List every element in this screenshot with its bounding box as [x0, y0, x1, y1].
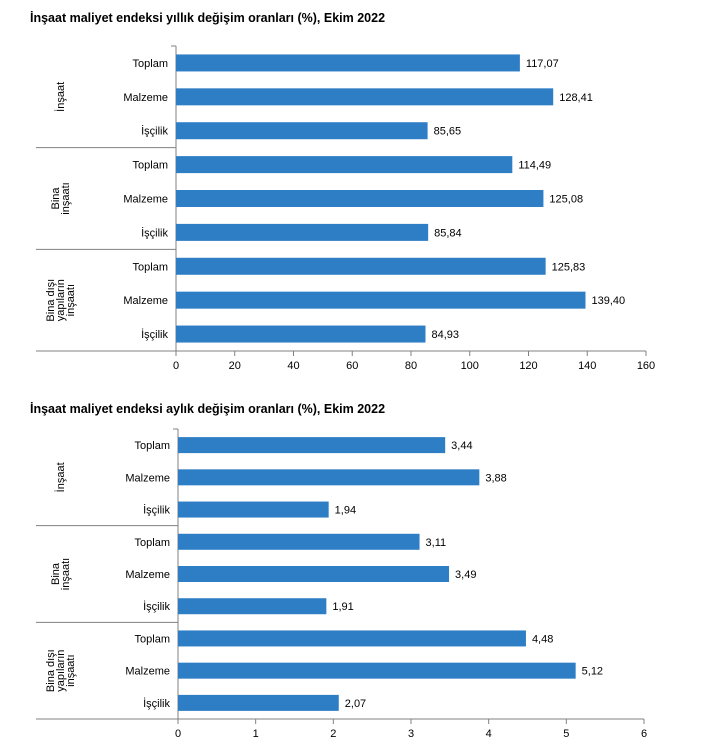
x-tick-label: 60: [346, 360, 358, 372]
data-label: 1,94: [335, 505, 356, 517]
group-label-bina-disi-yapilarin-insaati: Bina dışıyapılarıninşaatı: [45, 279, 77, 322]
x-tick-label: 40: [287, 360, 299, 372]
bar-malzeme: [178, 566, 450, 582]
x-tick-label: 2: [330, 728, 336, 740]
data-label: 3,44: [451, 440, 472, 452]
group-label-line: İnşaat: [54, 82, 67, 112]
group-label-line: yapıların: [55, 650, 67, 692]
group-label-insaat: İnşaat: [54, 462, 67, 492]
bar-iscilik: [178, 598, 327, 615]
data-label: 5,12: [582, 666, 603, 678]
data-label: 139,40: [591, 295, 625, 307]
data-label: 4,48: [532, 633, 553, 645]
x-tick-label: 20: [229, 360, 241, 372]
x-tick-label: 120: [519, 360, 537, 372]
category-label-malzeme: Malzeme: [123, 194, 168, 206]
bar-toplam: [176, 156, 513, 174]
group-label-line: yapıların: [55, 279, 67, 321]
category-label-malzeme: Malzeme: [123, 295, 168, 307]
data-label: 2,07: [345, 698, 366, 710]
x-tick-label: 6: [641, 728, 647, 740]
bar-malzeme: [178, 662, 576, 679]
group-label-line: Bina dışı: [45, 649, 57, 692]
bar-iscilik: [178, 694, 339, 711]
data-label: 3,11: [426, 537, 447, 549]
group-label-line: Bina: [50, 187, 62, 210]
x-tick-label: 80: [405, 360, 417, 372]
data-label: 85,84: [434, 227, 462, 239]
data-label: 125,08: [549, 194, 583, 206]
category-label-iscilik: İşçilik: [141, 328, 168, 341]
bar-toplam: [176, 257, 546, 275]
bar-malzeme: [178, 469, 480, 486]
category-label-iscilik: İşçilik: [143, 600, 170, 613]
data-label: 117,07: [526, 58, 559, 70]
data-label: 85,65: [434, 126, 462, 138]
x-tick-label: 0: [175, 728, 181, 740]
category-label-iscilik: İşçilik: [141, 125, 168, 138]
x-tick-label: 1: [253, 728, 259, 740]
bar-toplam: [178, 630, 526, 647]
bar-iscilik: [178, 501, 329, 518]
category-label-toplam: Toplam: [133, 261, 168, 273]
group-label-bina-insaati: Binainşaatı: [50, 182, 72, 214]
bar-malzeme: [176, 88, 554, 106]
bar-toplam: [178, 437, 446, 454]
category-label-toplam: Toplam: [135, 633, 170, 645]
group-label-line: inşaatı: [65, 284, 77, 316]
x-tick-label: 4: [486, 728, 492, 740]
bar-iscilik: [176, 223, 429, 241]
group-label-line: inşaatı: [65, 654, 77, 686]
x-tick-label: 0: [173, 360, 179, 372]
data-label: 3,88: [485, 472, 506, 484]
group-label-line: Bina dışı: [45, 279, 57, 322]
data-label: 1,91: [332, 601, 353, 613]
bar-toplam: [176, 54, 520, 72]
bar-iscilik: [176, 325, 426, 343]
group-label-bina-disi-yapilarin-insaati: Bina dışıyapılarıninşaatı: [45, 649, 77, 692]
group-label-line: İnşaat: [54, 462, 67, 492]
bar-toplam: [178, 533, 420, 550]
category-label-malzeme: Malzeme: [125, 569, 170, 581]
data-label: 128,41: [559, 92, 593, 104]
category-label-malzeme: Malzeme: [125, 472, 170, 484]
group-label-line: Bina: [50, 562, 62, 585]
chart-title-monthly: İnşaat maliyet endeksi aylık değişim ora…: [30, 402, 386, 416]
group-label-bina-insaati: Binainşaatı: [50, 558, 72, 590]
data-label: 84,93: [431, 329, 459, 341]
category-label-malzeme: Malzeme: [125, 666, 170, 678]
category-label-malzeme: Malzeme: [123, 92, 168, 104]
category-label-iscilik: İşçilik: [143, 697, 170, 710]
x-tick-label: 140: [578, 360, 596, 372]
data-label: 114,49: [518, 160, 551, 172]
chart-title-annual: İnşaat maliyet endeksi yıllık değişim or…: [30, 11, 386, 25]
data-label: 125,83: [552, 261, 586, 273]
category-label-toplam: Toplam: [135, 537, 170, 549]
group-label-line: inşaatı: [60, 182, 72, 214]
bar-malzeme: [176, 190, 544, 207]
category-label-toplam: Toplam: [133, 160, 168, 172]
x-tick-label: 5: [563, 728, 569, 740]
bar-iscilik: [176, 122, 428, 140]
data-label: 3,49: [455, 569, 476, 581]
x-tick-label: 100: [461, 360, 479, 372]
x-tick-label: 3: [408, 728, 414, 740]
bar-malzeme: [176, 291, 586, 309]
group-label-insaat: İnşaat: [54, 82, 67, 112]
x-tick-label: 160: [637, 360, 655, 372]
category-label-toplam: Toplam: [135, 440, 170, 452]
group-label-line: inşaatı: [60, 558, 72, 590]
category-label-iscilik: İşçilik: [143, 504, 170, 517]
category-label-toplam: Toplam: [133, 58, 168, 70]
category-label-iscilik: İşçilik: [141, 226, 168, 239]
